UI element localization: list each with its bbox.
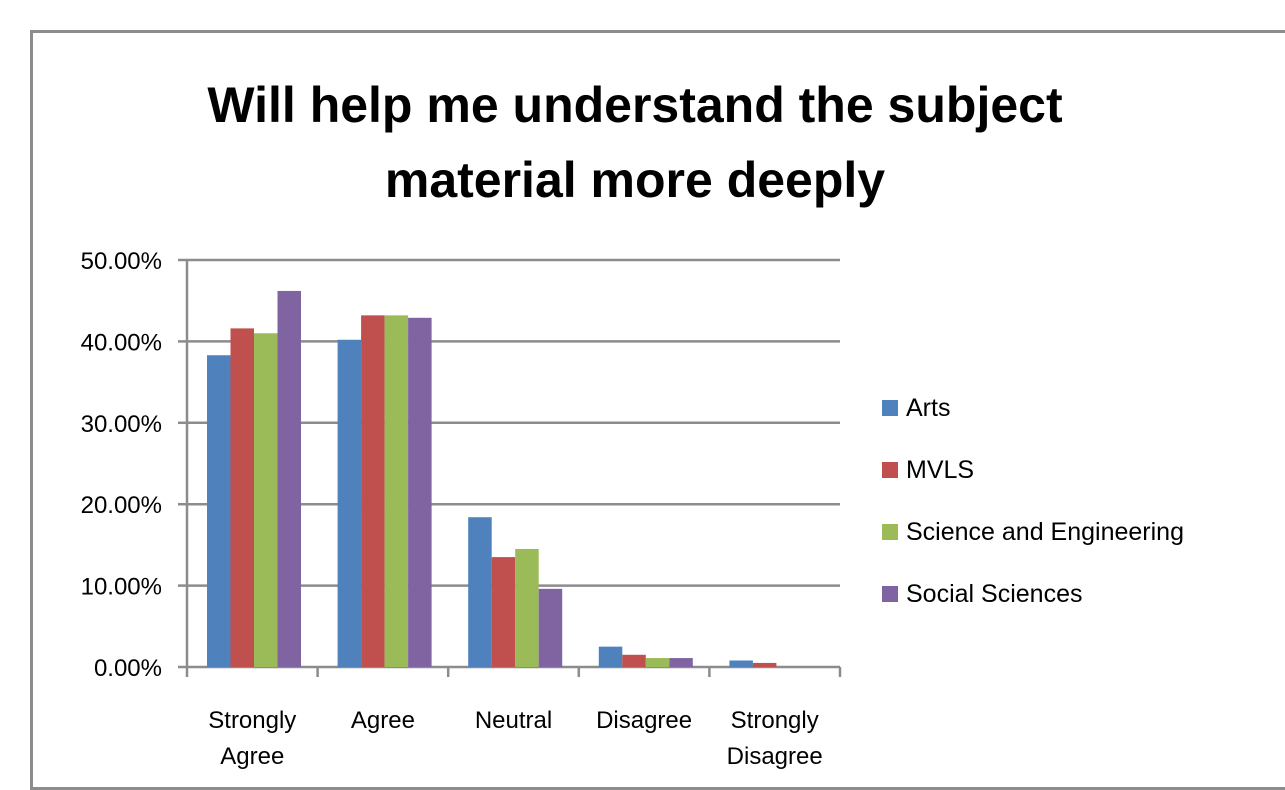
bar [622,654,646,667]
legend-label: MVLS [906,456,974,484]
legend-label: Social Sciences [906,580,1082,608]
x-tick-label: Disagree [596,707,692,734]
x-tick-label: Agree [351,707,415,734]
bar [254,333,278,667]
bar [408,317,432,667]
bar [598,646,623,667]
x-tick-label: Disagree [727,743,823,770]
x-tick-label: Agree [220,743,284,770]
bar [361,315,385,667]
legend-swatch [882,586,898,602]
legend-label: Science and Engineering [906,518,1184,546]
y-tick-label: 0.00% [94,655,162,682]
bar [230,328,254,667]
bar [491,557,516,667]
y-tick-label: 40.00% [81,329,162,356]
bar [277,290,301,667]
bar [538,588,563,667]
bar [468,517,492,667]
y-tick-label: 30.00% [81,411,162,438]
y-tick-label: 20.00% [81,492,162,519]
chart-title-line-1: Will help me understand the subject [207,77,1063,133]
x-tick-label: Strongly [731,707,819,734]
bar [384,315,409,667]
bar [337,339,362,667]
y-tick-label: 50.00% [81,248,162,275]
bar-chart: 0.00% 10.00% 20.00% 30.00% 40.00% 50.00% Stron… [81,248,1184,770]
bar [752,662,777,667]
bar [207,355,231,667]
chart-title-line-2: material more deeply [384,152,886,208]
bar [729,660,753,667]
bar [669,658,693,667]
legend-label: Arts [906,394,950,422]
legend-swatch [882,462,898,478]
legend-swatch [882,400,898,416]
x-tick-label: Neutral [475,707,552,734]
x-tick-label: Strongly [208,707,296,734]
chart-title: Will help me understand the subject mate… [60,68,1210,218]
y-tick-label: 10.00% [81,574,162,601]
legend-swatch [882,524,898,540]
bar [515,548,539,667]
bar [645,658,670,667]
